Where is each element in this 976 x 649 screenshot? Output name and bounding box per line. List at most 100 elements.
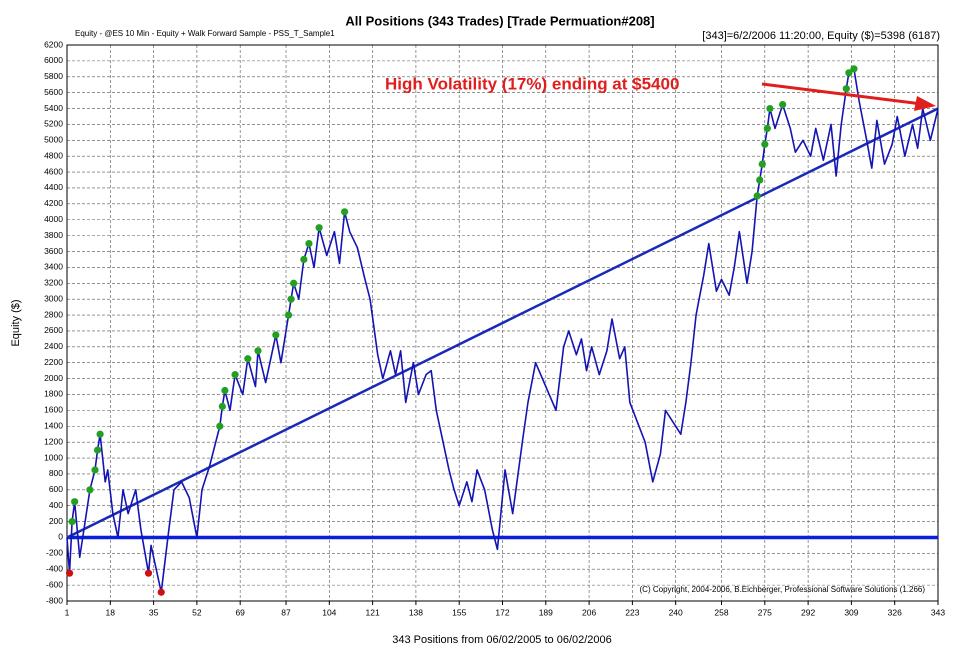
y-tick-label: 4000 <box>44 214 63 224</box>
x-tick-label: 172 <box>495 607 509 617</box>
x-tick-label: 138 <box>409 607 423 617</box>
y-tick-label: 1200 <box>44 436 63 446</box>
x-tick-label: 292 <box>801 607 815 617</box>
new-high-dot <box>842 85 850 93</box>
y-tick-label: 1600 <box>44 405 63 415</box>
y-tick-label: 4400 <box>44 182 63 192</box>
y-tick-label: 1400 <box>44 421 63 431</box>
x-tick-label: 223 <box>625 607 639 617</box>
y-tick-label: 4200 <box>44 198 63 208</box>
new-high-dot <box>287 295 295 303</box>
y-tick-label: 2400 <box>44 341 63 351</box>
new-high-dot <box>758 160 766 168</box>
x-tick-label: 121 <box>366 607 380 617</box>
trend-line <box>66 107 939 539</box>
y-tick-label: 3600 <box>44 246 63 256</box>
x-tick-label: 309 <box>844 607 858 617</box>
y-tick-label: -200 <box>46 548 63 558</box>
new-low-dot <box>65 569 74 577</box>
y-tick-label: 400 <box>49 500 63 510</box>
new-high-dot <box>93 446 102 454</box>
new-high-dot <box>231 371 239 379</box>
new-high-dot <box>753 192 761 200</box>
subtitle: Equity - @ES 10 Min - Equity + Walk Forw… <box>75 29 335 38</box>
x-tick-label: 206 <box>582 607 596 617</box>
new-low-dot <box>144 569 153 577</box>
y-tick-label: 3200 <box>44 278 63 288</box>
x-tick-label: 104 <box>322 607 336 617</box>
x-tick-label: 87 <box>281 607 291 617</box>
new-high-dot <box>779 100 787 109</box>
y-tick-label: 800 <box>49 468 63 478</box>
new-high-dot <box>68 517 76 526</box>
y-tick-label: 5600 <box>44 87 63 97</box>
new-high-dot <box>340 208 349 216</box>
x-tick-label: 18 <box>106 607 116 617</box>
y-tick-label: 600 <box>49 484 63 494</box>
y-tick-label: 4600 <box>44 166 63 176</box>
y-tick-label: 200 <box>49 516 63 526</box>
y-tick-label: 2000 <box>44 373 63 383</box>
x-tick-label: 240 <box>669 607 683 617</box>
y-tick-label: 6000 <box>44 55 63 65</box>
x-tick-label: 343 <box>931 607 945 617</box>
y-tick-label: 5000 <box>44 135 63 145</box>
new-high-dot <box>761 140 769 148</box>
new-high-dot <box>850 65 858 73</box>
new-high-dot <box>300 255 308 264</box>
new-high-dot <box>763 124 771 132</box>
annotation-arrow <box>761 82 923 106</box>
y-tick-label: 4800 <box>44 150 63 160</box>
y-tick-label: 5400 <box>44 103 63 113</box>
new-high-dot <box>756 176 764 184</box>
annotation: High Volatility (17%) ending at $5400 <box>385 74 679 93</box>
y-tick-label: 1000 <box>44 452 63 462</box>
y-tick-label: -400 <box>46 563 63 573</box>
x-tick-label: 155 <box>452 607 466 617</box>
y-tick-label: 5200 <box>44 119 63 129</box>
new-high-dot <box>290 279 298 287</box>
new-high-dot <box>845 69 853 77</box>
y-axis-label: Equity ($) <box>10 299 22 346</box>
x-tick-label: 326 <box>888 607 902 617</box>
new-high-dot <box>96 430 104 438</box>
new-high-dot <box>284 311 293 319</box>
new-high-dot <box>315 224 323 232</box>
new-high-dot <box>254 347 262 355</box>
x-tick-label: 35 <box>149 607 159 617</box>
y-tick-label: -600 <box>46 579 63 589</box>
x-axis-label: 343 Positions from 06/02/2005 to 06/02/2… <box>392 634 612 646</box>
info: [343]=6/2/2006 11:20:00, Equity ($)=5398… <box>702 30 940 42</box>
new-high-dot <box>221 386 229 395</box>
y-tick-label: 2600 <box>44 325 63 335</box>
new-high-dot <box>244 355 252 363</box>
new-high-dot <box>305 239 313 248</box>
new-high-dot <box>91 466 99 474</box>
y-tick-label: 6200 <box>44 39 63 49</box>
equity-line <box>66 68 939 594</box>
x-tick-label: 189 <box>539 607 553 617</box>
y-tick-label: 3400 <box>44 262 63 272</box>
y-tick-label: 5800 <box>44 71 63 81</box>
x-tick-label: 275 <box>758 607 772 617</box>
y-tick-label: 2200 <box>44 357 63 367</box>
y-tick-label: 3000 <box>44 293 63 303</box>
new-low-dot <box>157 588 165 596</box>
x-tick-label: 69 <box>235 607 245 617</box>
chart-title: All Positions (343 Trades) [Trade Permua… <box>345 13 654 28</box>
new-high-dot <box>216 422 224 430</box>
copyright: (C) Copyright, 2004-2006, B.Eichberger, … <box>640 585 926 594</box>
plot-border <box>66 44 939 602</box>
x-tick-label: 52 <box>192 607 202 617</box>
y-tick-label: 3800 <box>44 230 63 240</box>
new-high-dot <box>71 498 79 506</box>
y-tick-label: 0 <box>58 532 63 542</box>
arrow-head <box>914 96 936 111</box>
x-tick-label: 258 <box>714 607 728 617</box>
new-high-dot <box>86 486 94 494</box>
y-tick-label: -800 <box>46 595 63 605</box>
plot-area: -800 -600 -400 -200 0 200 400 600 800 1000 1200 140… <box>44 39 945 617</box>
new-high-dot <box>766 104 774 113</box>
